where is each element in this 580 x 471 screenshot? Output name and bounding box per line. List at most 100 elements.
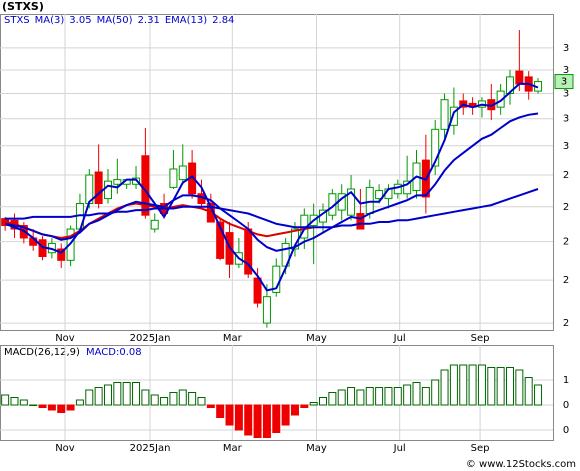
macd-bar <box>337 389 346 406</box>
macd-bar <box>169 392 178 406</box>
macd-bar <box>534 384 543 406</box>
macd-bar <box>132 382 141 406</box>
macd-title: MACD(26,12,9) <box>4 347 80 358</box>
candle-body <box>431 128 440 167</box>
macd-bar <box>384 387 393 406</box>
macd-bar <box>244 404 253 436</box>
macd-bar <box>253 404 262 438</box>
macd-bar <box>477 364 486 406</box>
y-tick-label: 3 <box>563 65 569 76</box>
macd-bar <box>487 367 496 406</box>
legend-text: 2.31 <box>138 15 160 26</box>
macd-bar <box>113 382 122 406</box>
macd-bar <box>234 404 243 431</box>
y-tick-label: 0 <box>563 425 569 436</box>
x-tick-label: Jul <box>393 333 406 344</box>
x-tick-label: Nov <box>55 333 75 344</box>
macd-bar <box>309 402 318 406</box>
candle-body <box>403 180 412 195</box>
x-tick-label: Sep <box>471 443 490 454</box>
macd-bar <box>57 404 66 413</box>
macd-bar <box>216 404 225 418</box>
macd-bar <box>347 387 356 406</box>
candle-body <box>347 188 356 216</box>
candle-body <box>216 221 225 259</box>
price-panel <box>0 14 554 331</box>
macd-bar <box>85 389 94 406</box>
y-tick-label: 3 <box>563 89 569 100</box>
macd-bar <box>160 397 169 406</box>
macd-bar <box>150 394 159 406</box>
y-tick-label: 2 <box>563 275 569 286</box>
macd-bar <box>431 379 440 406</box>
legend-text: EMA(13) <box>165 15 207 26</box>
macd-bar <box>524 377 533 406</box>
y-tick-label: 2 <box>563 170 569 181</box>
candle-body <box>262 296 271 324</box>
candle-body <box>496 90 505 108</box>
y-tick-label: 2 <box>563 202 569 213</box>
x-tick-label: 2025Jan <box>130 443 171 454</box>
macd-bar <box>197 397 206 406</box>
macd-bar <box>515 369 524 406</box>
candle-body <box>449 106 458 126</box>
candle-body <box>365 186 374 214</box>
macd-bar <box>412 382 421 406</box>
macd-bar <box>38 404 47 408</box>
macd-bar <box>440 369 449 406</box>
legend-text: 2.84 <box>212 15 234 26</box>
macd-bar <box>421 387 430 406</box>
macd-bar <box>375 387 384 406</box>
macd-bar <box>262 404 271 438</box>
candle-body <box>375 190 384 200</box>
candle-body <box>253 277 262 304</box>
macd-bar <box>10 397 19 406</box>
macd-bar <box>66 404 75 411</box>
macd-bar <box>94 387 103 406</box>
macd-bar <box>449 364 458 406</box>
x-tick-label: Nov <box>55 443 75 454</box>
macd-bar <box>225 404 234 426</box>
x-tick-label: May <box>306 333 327 344</box>
legend-text: 3.05 <box>69 15 91 26</box>
y-tick-label: 2 <box>563 237 569 248</box>
macd-bar <box>178 389 187 406</box>
y-tick-label: 0 <box>563 400 569 411</box>
last-price-tag <box>554 74 574 90</box>
line-series <box>4 82 539 292</box>
y-tick-label: 2 <box>563 318 569 329</box>
footer: © www.12Stocks.com <box>466 459 576 470</box>
y-tick-label: 3 <box>563 43 569 54</box>
x-tick-label: Jul <box>393 443 406 454</box>
macd-value: MACD:0.08 <box>86 347 142 358</box>
candle-body <box>169 168 178 188</box>
macd-bar <box>19 399 28 406</box>
x-tick-label: Mar <box>223 443 243 454</box>
legend-text: MA(50) <box>97 15 133 26</box>
macd-bar <box>403 384 412 406</box>
macd-bar <box>505 367 514 406</box>
legend-text: STXS <box>4 15 30 26</box>
candle-body <box>150 219 159 230</box>
chart-title: (STXS) <box>2 0 44 13</box>
macd-bar <box>356 389 365 406</box>
y-tick-label: 3 <box>563 114 569 125</box>
candle-body <box>94 171 103 204</box>
macd-bar <box>290 404 299 416</box>
legend-text: MA(3) <box>35 15 65 26</box>
macd-bar <box>300 404 309 408</box>
macd-bar <box>1 394 10 406</box>
macd-panel <box>0 345 554 441</box>
macd-bar <box>328 392 337 406</box>
macd-bar <box>141 389 150 406</box>
macd-bar <box>103 384 112 406</box>
macd-bar <box>281 404 290 426</box>
candle-body <box>178 165 187 181</box>
macd-bar <box>365 387 374 406</box>
candle-body <box>515 70 524 85</box>
macd-bar <box>122 382 131 406</box>
macd-bar <box>496 367 505 406</box>
x-tick-label: Mar <box>223 333 243 344</box>
x-tick-label: Sep <box>471 333 490 344</box>
